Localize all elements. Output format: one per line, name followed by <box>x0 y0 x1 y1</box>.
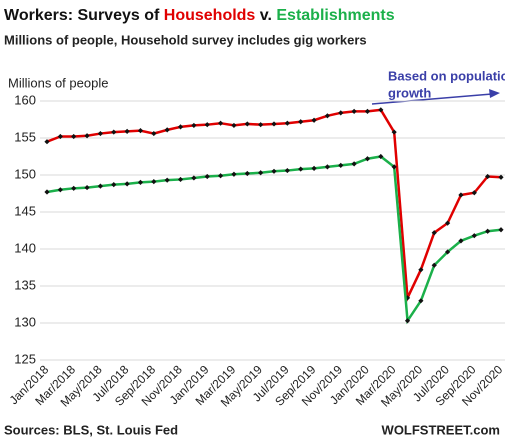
marker <box>391 164 397 170</box>
chart-subtitle: Millions of people, Household survey inc… <box>4 32 367 47</box>
marker <box>431 262 437 268</box>
marker <box>418 267 424 273</box>
title-part: v. <box>255 7 276 24</box>
marker <box>471 190 477 196</box>
marker <box>324 164 331 170</box>
marker <box>311 165 317 171</box>
marker <box>177 124 184 130</box>
marker <box>44 139 50 145</box>
y-tick-label: 125 <box>14 351 36 366</box>
marker <box>498 227 504 233</box>
marker <box>137 128 144 134</box>
marker <box>338 162 344 168</box>
marker <box>418 298 424 304</box>
y-tick-label: 135 <box>14 277 36 292</box>
marker <box>204 122 210 128</box>
marker <box>244 121 250 127</box>
chart-title: Workers: Surveys of Households v. Establ… <box>4 7 395 24</box>
brand: WOLFSTREET.com <box>382 422 500 437</box>
marker <box>191 122 197 129</box>
marker <box>124 181 130 187</box>
title-part: Workers: Surveys of <box>4 7 164 24</box>
marker <box>404 318 411 324</box>
marker <box>231 122 237 129</box>
marker <box>444 249 451 255</box>
marker <box>151 130 157 137</box>
marker <box>111 129 117 135</box>
annotation: Based on population <box>388 68 505 83</box>
y-axis-label: Millions of people <box>8 75 108 90</box>
marker <box>258 122 264 128</box>
marker <box>458 238 464 244</box>
title-part: Households <box>164 7 256 24</box>
marker <box>471 233 477 239</box>
y-tick-label: 140 <box>14 240 36 255</box>
marker <box>311 117 317 123</box>
y-tick-label: 150 <box>14 166 36 181</box>
marker <box>271 121 277 127</box>
marker <box>444 220 451 226</box>
title-part: Establishments <box>276 7 394 24</box>
marker <box>258 170 264 176</box>
marker <box>97 183 104 189</box>
marker <box>124 128 130 134</box>
marker <box>111 182 117 188</box>
marker <box>498 174 504 180</box>
y-tick-label: 160 <box>14 92 36 107</box>
marker <box>431 230 437 236</box>
marker <box>271 168 277 174</box>
marker <box>485 173 491 180</box>
marker <box>57 133 63 140</box>
marker <box>137 179 144 185</box>
marker <box>284 167 290 174</box>
marker <box>57 187 63 193</box>
y-tick-label: 145 <box>14 203 36 218</box>
marker <box>378 153 384 160</box>
marker <box>364 156 371 162</box>
marker <box>177 176 184 183</box>
marker <box>298 166 304 172</box>
marker <box>351 161 357 167</box>
marker <box>458 192 464 198</box>
marker <box>204 173 210 180</box>
marker <box>44 189 50 195</box>
marker <box>324 113 331 119</box>
marker <box>217 120 224 126</box>
marker <box>244 170 250 177</box>
marker <box>378 107 384 113</box>
marker <box>97 130 104 137</box>
marker <box>84 184 90 191</box>
marker <box>351 108 357 114</box>
marker <box>284 120 290 126</box>
marker <box>151 179 157 185</box>
annotation-arrow <box>371 93 493 105</box>
marker <box>338 110 344 116</box>
marker <box>364 108 371 114</box>
annotation-arrowhead <box>489 89 500 98</box>
marker <box>217 173 224 179</box>
marker <box>84 133 90 139</box>
marker <box>231 171 237 177</box>
marker <box>71 185 77 191</box>
annotation: growth <box>388 85 431 100</box>
y-tick-label: 155 <box>14 129 36 144</box>
marker <box>164 177 170 183</box>
marker <box>485 228 491 234</box>
marker <box>298 119 304 125</box>
marker <box>71 133 77 140</box>
source: Sources: BLS, St. Louis Fed <box>4 422 178 437</box>
y-tick-label: 130 <box>14 314 36 329</box>
marker <box>191 175 197 181</box>
marker <box>391 129 397 135</box>
marker <box>164 127 170 133</box>
